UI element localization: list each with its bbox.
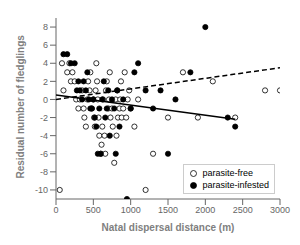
svg-text:8: 8 (43, 22, 48, 32)
svg-text:Residual number of fledglings: Residual number of fledglings (15, 35, 26, 179)
svg-text:3000: 3000 (270, 205, 290, 215)
svg-text:0: 0 (43, 95, 48, 105)
svg-text:-4: -4 (40, 131, 48, 141)
svg-text:6: 6 (43, 40, 48, 50)
svg-text:2000: 2000 (195, 205, 215, 215)
svg-text:-6: -6 (40, 149, 48, 159)
svg-text:1000: 1000 (121, 205, 141, 215)
svg-text:2500: 2500 (233, 205, 253, 215)
svg-text:0: 0 (53, 205, 58, 215)
svg-text:1500: 1500 (158, 205, 178, 215)
svg-text:2: 2 (43, 77, 48, 87)
svg-text:Natal dispersal distance (m): Natal dispersal distance (m) (102, 222, 235, 233)
svg-text:-2: -2 (40, 113, 48, 123)
svg-text:-10: -10 (35, 185, 48, 195)
svg-text:4: 4 (43, 58, 48, 68)
svg-text:-8: -8 (40, 167, 48, 177)
html-text:parasite-infested: parasite-infested (202, 180, 269, 190)
html-text:parasite-free: parasite-free (202, 168, 253, 178)
svg-text:500: 500 (86, 205, 101, 215)
